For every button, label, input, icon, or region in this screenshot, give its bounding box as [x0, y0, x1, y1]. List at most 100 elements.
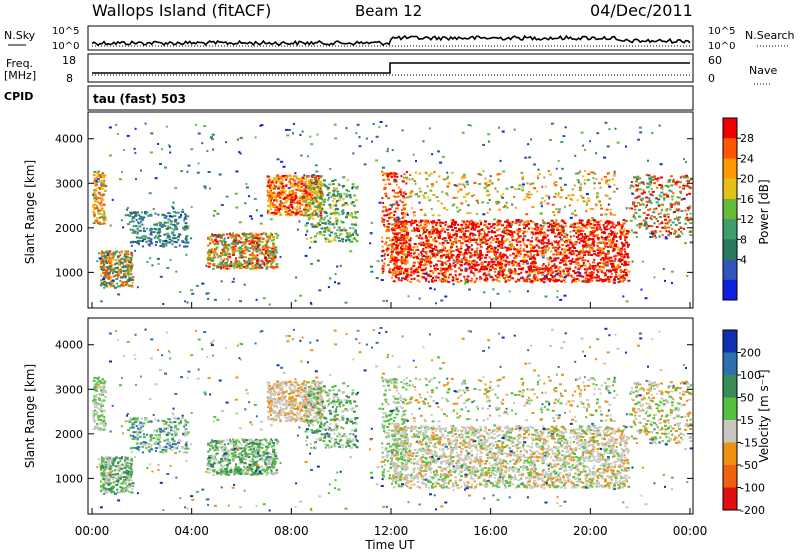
power-cell — [487, 263, 491, 266]
power-cell — [404, 233, 408, 236]
power-cell — [212, 264, 216, 267]
power-cell — [281, 189, 284, 191]
power-cell — [536, 279, 539, 282]
power-cell — [447, 249, 450, 252]
power-cell — [615, 273, 617, 276]
power-cell — [557, 242, 560, 244]
power-cell — [270, 211, 274, 214]
power-cell — [324, 237, 327, 240]
power-cell — [115, 278, 119, 280]
power-cell — [571, 280, 574, 283]
power-cell — [590, 248, 594, 251]
power-cell — [455, 196, 459, 199]
power-cell — [444, 223, 447, 226]
power-cell — [479, 252, 483, 255]
power-cell — [326, 238, 330, 241]
power-cell — [507, 248, 510, 251]
power-cell — [320, 194, 324, 197]
power-cell — [689, 222, 693, 224]
power-cell — [304, 185, 307, 188]
power-cell — [568, 247, 572, 250]
power-cell — [626, 245, 629, 248]
power-cell — [620, 251, 623, 254]
power-cell — [474, 267, 477, 270]
power-cell — [563, 252, 566, 255]
power-cell — [601, 231, 603, 234]
power-cell — [333, 187, 336, 190]
power-cell — [428, 231, 432, 234]
power-cell — [239, 265, 243, 268]
power-cell — [502, 253, 506, 256]
power-cell — [100, 194, 104, 197]
power-cell — [522, 263, 525, 266]
power-cell — [149, 214, 153, 217]
power-cell — [119, 254, 122, 257]
power-cell — [339, 196, 342, 199]
power-cell — [297, 183, 300, 186]
power-cell — [128, 257, 131, 260]
power-cell — [100, 261, 103, 264]
power-cell — [347, 232, 351, 235]
power-cell — [498, 172, 502, 175]
power-cell — [267, 254, 270, 257]
power-cell — [482, 265, 486, 268]
power-cell — [422, 264, 426, 267]
power-cell — [226, 263, 229, 266]
power-cell — [391, 243, 395, 246]
power-cell — [472, 228, 476, 231]
power-cell — [572, 244, 575, 247]
power-cell — [614, 275, 618, 278]
power-cell — [313, 183, 317, 186]
power-cell — [598, 265, 601, 268]
power-cell — [664, 184, 668, 187]
power-cell — [613, 235, 616, 238]
power-cell — [485, 239, 488, 242]
power-cell — [488, 181, 491, 183]
power-cell — [619, 269, 622, 271]
power-cell — [464, 261, 468, 264]
power-cell — [231, 233, 233, 236]
power-cell — [467, 260, 471, 263]
power-cell — [596, 269, 599, 272]
power-cell — [304, 211, 308, 214]
power-cell — [627, 279, 631, 282]
power-cell — [268, 205, 272, 208]
power-cell — [493, 253, 497, 255]
power-cell — [269, 203, 273, 206]
power-cell — [536, 190, 539, 193]
power-cell — [650, 193, 653, 196]
power-cell — [266, 240, 270, 243]
power-cell — [256, 241, 259, 244]
power-cell — [492, 260, 496, 263]
power-cell — [281, 193, 284, 196]
power-cell — [328, 203, 332, 206]
power-cell — [333, 194, 335, 197]
power-cell — [587, 245, 591, 248]
power-cell — [465, 248, 469, 251]
power-cell — [455, 235, 458, 237]
power-cell — [302, 188, 305, 191]
power-cell — [425, 229, 428, 231]
power-cell — [291, 211, 295, 214]
power-cell — [523, 261, 527, 264]
power-cell — [490, 182, 494, 185]
power-cell — [350, 214, 354, 217]
power-cell — [598, 200, 601, 203]
power-cell — [666, 222, 669, 225]
power-cell — [214, 251, 218, 254]
power-cell — [541, 271, 545, 274]
power-cell — [547, 264, 550, 267]
power-cell — [121, 262, 124, 265]
power-cell — [461, 183, 465, 186]
power-cell — [554, 259, 557, 262]
power-cell — [173, 224, 176, 227]
power-cell — [130, 244, 133, 247]
power-cell — [649, 182, 651, 185]
power-cell — [404, 259, 407, 262]
power-cell — [168, 212, 171, 215]
power-cell — [625, 268, 628, 271]
power-cell — [576, 228, 580, 231]
power-cell — [509, 272, 513, 274]
power-cell — [212, 263, 216, 266]
power-cell — [579, 229, 582, 232]
